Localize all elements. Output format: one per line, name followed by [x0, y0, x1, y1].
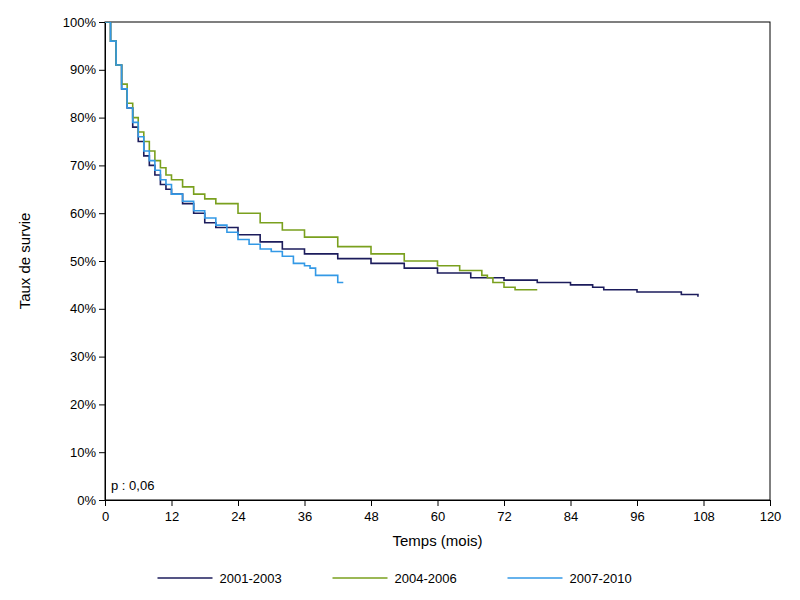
- legend-item: 2007-2010: [508, 571, 632, 586]
- y-tick-label: 20%: [70, 397, 96, 412]
- y-tick: 50%: [70, 254, 105, 269]
- y-tick-label: 60%: [70, 206, 96, 221]
- y-axis-title: Taux de survie: [16, 213, 33, 310]
- x-axis-title: Temps (mois): [392, 532, 482, 549]
- x-tick-label: 84: [564, 509, 578, 524]
- y-tick-mark: [99, 22, 105, 23]
- y-tick-mark: [99, 452, 105, 453]
- y-tick-label: 50%: [70, 254, 96, 269]
- y-tick: 90%: [70, 62, 105, 77]
- legend: 2001-2003 2004-2006 2007-2010: [158, 571, 632, 586]
- y-tick-mark: [99, 118, 105, 119]
- legend-swatch: [508, 577, 563, 579]
- background: [0, 0, 800, 600]
- x-tick-label: 120: [760, 509, 782, 524]
- y-tick-label: 30%: [70, 349, 96, 364]
- legend-item: 2001-2003: [158, 571, 282, 586]
- y-tick-mark: [99, 357, 105, 358]
- y-tick: 0%: [77, 493, 105, 508]
- x-tick-mark: [770, 500, 771, 506]
- x-tick-label: 24: [231, 509, 245, 524]
- y-axis: 0% 10% 20% 30% 40% 50% 60% 70% 80% 90% 100%: [63, 15, 106, 508]
- y-tick: 100%: [63, 15, 105, 30]
- y-tick-mark: [99, 165, 105, 166]
- x-tick-mark: [371, 500, 372, 506]
- y-tick-label: 80%: [70, 110, 96, 125]
- x-tick-mark: [571, 500, 572, 506]
- y-tick-mark: [99, 500, 105, 501]
- x-tick: 84: [564, 500, 578, 524]
- x-tick-label: 36: [298, 509, 312, 524]
- x-tick: 96: [630, 500, 644, 524]
- x-tick-mark: [704, 500, 705, 506]
- series-group: [105, 22, 698, 297]
- x-tick-mark: [305, 500, 306, 506]
- y-tick-mark: [99, 261, 105, 262]
- y-tick: 70%: [70, 158, 105, 173]
- survival-line: [105, 22, 537, 290]
- x-tick-mark: [637, 500, 638, 506]
- x-tick: 24: [231, 500, 245, 524]
- legend-label: 2004-2006: [395, 571, 457, 586]
- y-tick: 40%: [70, 301, 105, 316]
- x-axis-line: [106, 501, 771, 507]
- x-tick: 72: [497, 500, 511, 524]
- y-tick: 80%: [70, 110, 105, 125]
- plot: 0 12 24 36 48 60 72 84 96 108 120 0% 10% 20% 30% 40% 50%…: [63, 15, 782, 524]
- y-tick-label: 90%: [70, 62, 96, 77]
- legend-swatch: [333, 577, 388, 579]
- y-tick-mark: [99, 213, 105, 214]
- x-tick-label: 108: [693, 509, 715, 524]
- x-tick-mark: [504, 500, 505, 506]
- annotation: p : 0,06: [111, 478, 154, 493]
- x-axis: 0 12 24 36 48 60 72 84 96 108 120: [102, 500, 781, 524]
- x-tick-mark: [438, 500, 439, 506]
- legend-item: 2004-2006: [333, 571, 457, 586]
- y-tick-mark: [99, 70, 105, 71]
- legend-swatch: [158, 577, 213, 579]
- x-tick-mark: [172, 500, 173, 506]
- chart: 0 12 24 36 48 60 72 84 96 108 120 0% 10% 20% 30% 40% 50%…: [0, 0, 800, 600]
- x-tick-label: 96: [630, 509, 644, 524]
- x-tick: 0: [102, 500, 109, 524]
- y-tick: 20%: [70, 397, 105, 412]
- y-tick-label: 40%: [70, 301, 96, 316]
- x-tick: 60: [431, 500, 445, 524]
- legend-label: 2007-2010: [570, 571, 632, 586]
- x-tick: 36: [298, 500, 312, 524]
- y-tick-label: 0%: [77, 493, 96, 508]
- y-tick-mark: [99, 404, 105, 405]
- x-tick-mark: [238, 500, 239, 506]
- y-tick: 60%: [70, 206, 105, 221]
- legend-label: 2001-2003: [220, 571, 282, 586]
- y-tick-mark: [99, 309, 105, 310]
- y-tick: 10%: [70, 445, 105, 460]
- x-tick-label: 60: [431, 509, 445, 524]
- x-tick: 120: [760, 500, 782, 524]
- x-tick: 48: [364, 500, 378, 524]
- x-tick: 108: [693, 500, 715, 524]
- y-tick: 30%: [70, 349, 105, 364]
- x-tick: 12: [165, 500, 179, 524]
- x-tick-label: 12: [165, 509, 179, 524]
- plot-frame: [105, 22, 770, 500]
- survival-line: [105, 22, 343, 283]
- x-tick-label: 0: [102, 509, 109, 524]
- y-tick-label: 70%: [70, 158, 96, 173]
- survival-line: [105, 22, 698, 297]
- y-tick-label: 10%: [70, 445, 96, 460]
- x-tick-label: 72: [497, 509, 511, 524]
- y-tick-label: 100%: [63, 15, 97, 30]
- x-tick-label: 48: [364, 509, 378, 524]
